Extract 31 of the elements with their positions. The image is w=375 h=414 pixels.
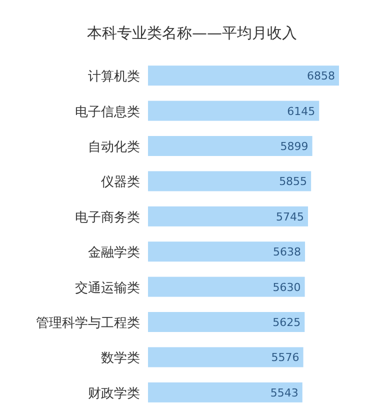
bar (148, 276, 305, 297)
y-tick-label: 管理科学与工程类 (36, 316, 140, 331)
data-label: 5899 (280, 140, 308, 153)
chart-title: 本科专业类名称——平均月收入 (87, 24, 297, 42)
data-label: 5625 (272, 316, 301, 329)
bar (148, 347, 304, 368)
bar (148, 382, 302, 402)
y-tick-label: 金融学类 (88, 246, 140, 261)
data-label: 5576 (271, 351, 300, 364)
bar (148, 206, 308, 226)
bar (148, 100, 320, 121)
bar (148, 312, 305, 332)
data-label: 6858 (307, 70, 335, 83)
y-tick-label: 自动化类 (88, 140, 140, 155)
y-tick-label: 财政学类 (88, 386, 140, 402)
data-label: 6145 (287, 104, 316, 118)
data-label: 5630 (272, 280, 301, 294)
data-label: 5638 (273, 246, 302, 259)
bar (148, 171, 312, 192)
data-label: 5855 (279, 175, 308, 188)
y-tick-label: 数学类 (101, 351, 140, 366)
y-tick-label: 计算机类 (88, 70, 140, 85)
y-tick-label: 仪器类 (101, 175, 140, 190)
data-label: 5745 (276, 210, 304, 224)
bar (148, 242, 306, 262)
bar (148, 66, 339, 86)
bar (148, 136, 312, 156)
y-tick-label: 电子商务类 (75, 210, 140, 226)
y-tick-label: 电子信息类 (75, 104, 140, 120)
data-label: 5543 (270, 386, 298, 400)
y-tick-label: 交通运输类 (75, 280, 140, 296)
